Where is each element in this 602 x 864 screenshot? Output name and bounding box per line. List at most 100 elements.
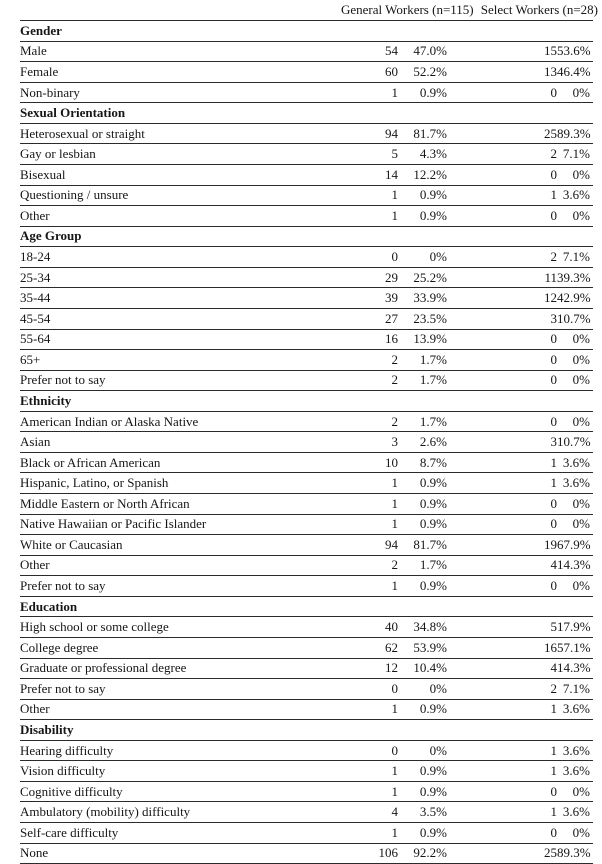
- sw-percent: 39.3%: [557, 269, 591, 285]
- gw-count: 39: [385, 290, 398, 306]
- sw-count: 3: [550, 434, 558, 450]
- sw-count: 25: [544, 845, 558, 861]
- gw-percent: 0.9%: [419, 84, 448, 100]
- row-label: Other: [20, 701, 50, 717]
- gw-count: 0: [391, 249, 399, 265]
- gw-percent: 52.2%: [413, 63, 448, 79]
- row-label: Prefer not to say: [20, 578, 106, 594]
- gw-count: 40: [385, 619, 398, 635]
- table-row-disability-hearing-difficulty: Hearing difficulty 0 0% 1 3.6%: [20, 740, 594, 761]
- section-row-education: Education: [20, 596, 594, 617]
- table-row-ethnicity-prefer-not-to-say: Prefer not to say 1 0.9% 0 0%: [20, 576, 594, 597]
- row-label: Questioning / unsure: [20, 187, 129, 203]
- table-row-education-prefer-not-to-say: Prefer not to say 0 0% 2 7.1%: [20, 679, 594, 700]
- gw-percent: 0%: [429, 742, 448, 758]
- section-row-ethnicity: Ethnicity: [20, 391, 594, 412]
- row-label: 18-24: [20, 249, 51, 265]
- table-row-age-group-prefer-not-to-say: Prefer not to say 2 1.7% 0 0%: [20, 370, 594, 391]
- gw-percent: 81.7%: [413, 125, 448, 141]
- sw-count: 1: [550, 701, 558, 717]
- table-row-education-other: Other 1 0.9% 1 3.6%: [20, 699, 594, 720]
- sw-percent: 0%: [572, 578, 591, 594]
- table-row-ethnicity-asian: Asian 3 2.6% 3 10.7%: [20, 432, 594, 453]
- sw-count: 12: [544, 290, 558, 306]
- row-label: Prefer not to say: [20, 680, 106, 696]
- gw-count: 0: [391, 680, 399, 696]
- gw-count: 10: [385, 454, 398, 470]
- sw-count: 0: [550, 824, 558, 840]
- sw-percent: 10.7%: [557, 310, 591, 326]
- table-row-disability-self-care-difficulty: Self-care difficulty 1 0.9% 0 0%: [20, 823, 594, 844]
- sw-percent: 0%: [572, 351, 591, 367]
- gw-percent: 0.9%: [419, 207, 448, 223]
- gw-percent: 0.9%: [419, 824, 448, 840]
- gw-percent: 1.7%: [419, 351, 448, 367]
- sw-count: 1: [550, 187, 558, 203]
- gw-percent: 0.9%: [419, 516, 448, 532]
- table-row-education-high-school-or-some-college: High school or some college 40 34.8% 5 17.9%: [20, 617, 594, 638]
- table-row-age-group-55-64: 55-64 16 13.9% 0 0%: [20, 329, 594, 350]
- gw-count: 1: [391, 475, 399, 491]
- sw-count: 4: [550, 660, 558, 676]
- sw-percent: 0%: [572, 166, 591, 182]
- gw-count: 62: [385, 639, 398, 655]
- sw-percent: 3.6%: [562, 701, 591, 717]
- gw-count: 94: [385, 125, 398, 141]
- table-row-ethnicity-hispanic-latino-or-spanish: Hispanic, Latino, or Spanish 1 0.9% 1 3.6%: [20, 473, 594, 494]
- gw-count: 94: [385, 536, 398, 552]
- row-label: High school or some college: [20, 619, 169, 635]
- gw-count: 1: [391, 701, 399, 717]
- table-row-ethnicity-other: Other 2 1.7% 4 14.3%: [20, 555, 594, 576]
- section-title: Gender: [20, 22, 62, 38]
- header-spacer: [20, 0, 330, 21]
- gw-percent: 23.5%: [413, 310, 448, 326]
- table-row-disability-ambulatory-mobility-difficulty: Ambulatory (mobility) difficulty 4 3.5% 1 3.…: [20, 802, 594, 823]
- row-label: Other: [20, 557, 50, 573]
- sw-percent: 89.3%: [557, 845, 591, 861]
- sw-percent: 89.3%: [557, 125, 591, 141]
- row-label: Hearing difficulty: [20, 742, 114, 758]
- gw-percent: 10.4%: [413, 660, 448, 676]
- sw-percent: 14.3%: [557, 660, 591, 676]
- gw-percent: 0.9%: [419, 701, 448, 717]
- sw-count: 0: [550, 516, 558, 532]
- sw-percent: 42.9%: [557, 290, 591, 306]
- table-row-ethnicity-white-or-caucasian: White or Caucasian 94 81.7% 19 67.9%: [20, 535, 594, 556]
- row-label: 65+: [20, 351, 41, 367]
- gw-count: 1: [391, 495, 399, 511]
- gw-percent: 2.6%: [419, 434, 448, 450]
- sw-count: 1: [550, 763, 558, 779]
- sw-count: 0: [550, 413, 558, 429]
- row-label: Ambulatory (mobility) difficulty: [20, 804, 191, 820]
- gw-percent: 1.7%: [419, 413, 448, 429]
- sw-percent: 7.1%: [562, 680, 591, 696]
- table-row-age-group-45-54: 45-54 27 23.5% 3 10.7%: [20, 308, 594, 329]
- select-workers-header: Select Workers (n=28): [480, 2, 599, 18]
- gw-count: 4: [391, 804, 399, 820]
- row-label: Other: [20, 207, 50, 223]
- demographics-table: General Workers (n=115) Select Workers (…: [20, 0, 598, 864]
- section-row-sexual-orientation: Sexual Orientation: [20, 103, 594, 124]
- gw-count: 2: [391, 372, 399, 388]
- sw-count: 0: [550, 166, 558, 182]
- select-workers-header-cell: Select Workers (n=28): [447, 0, 598, 21]
- sw-percent: 0%: [572, 516, 591, 532]
- table-row-disability-cognitive-difficulty: Cognitive difficulty 1 0.9% 0 0%: [20, 781, 594, 802]
- gw-percent: 0%: [429, 680, 448, 696]
- table-row-sexual-orientation-questioning-unsure: Questioning / unsure 1 0.9% 1 3.6%: [20, 185, 594, 206]
- gw-count: 1: [391, 783, 399, 799]
- gw-count: 12: [385, 660, 398, 676]
- sw-percent: 3.6%: [562, 475, 591, 491]
- sw-count: 2: [550, 680, 558, 696]
- gw-count: 0: [391, 742, 399, 758]
- gw-count: 1: [391, 207, 399, 223]
- table-row-age-group-35-44: 35-44 39 33.9% 12 42.9%: [20, 288, 594, 309]
- sw-percent: 0%: [572, 84, 591, 100]
- table-row-education-graduate-or-professional-degree: Graduate or professional degree 12 10.4% 4 1…: [20, 658, 594, 679]
- table-row-ethnicity-middle-eastern-or-north-african: Middle Eastern or North African 1 0.9% 0 0%: [20, 494, 594, 515]
- sw-count: 0: [550, 84, 558, 100]
- row-label: Vision difficulty: [20, 763, 106, 779]
- row-label: College degree: [20, 639, 99, 655]
- row-label: American Indian or Alaska Native: [20, 413, 199, 429]
